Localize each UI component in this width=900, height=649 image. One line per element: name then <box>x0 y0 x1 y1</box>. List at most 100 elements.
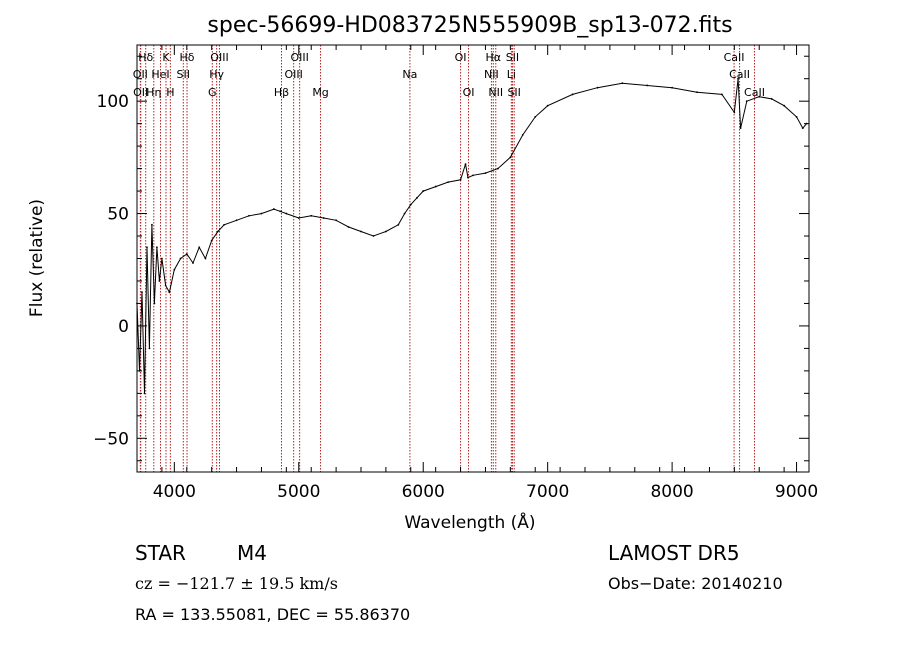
x-tick-label: 7000 <box>526 482 569 502</box>
x-tick-label: 8000 <box>650 482 693 502</box>
data-point <box>801 127 804 130</box>
data-point <box>146 246 148 249</box>
plot-frame <box>136 44 810 473</box>
data-point <box>216 230 219 233</box>
data-point <box>521 133 524 136</box>
data-point <box>248 214 250 217</box>
data-point <box>534 116 537 118</box>
chart-title: spec-56699-HD083725N555909B_sp13-072.fit… <box>207 13 732 38</box>
data-point <box>285 212 288 215</box>
x-tick-label: 9000 <box>775 482 818 502</box>
annotation-label: OIII <box>210 51 228 64</box>
annotation-label: SII <box>507 86 520 99</box>
redshift-text: cz = −121.7 ± 19.5 km/s <box>135 574 338 593</box>
data-point <box>739 127 742 130</box>
annotation-label: Hα <box>486 51 502 64</box>
data-point <box>235 219 238 222</box>
annotation-label: OII <box>133 86 148 99</box>
x-tick-label: 4000 <box>153 482 196 502</box>
y-axis-label: Flux (relative) <box>27 199 47 317</box>
annotation-label: Hγ <box>209 68 224 81</box>
data-point <box>160 257 163 260</box>
annotation-label: H <box>166 86 174 99</box>
object-type: STAR <box>135 541 186 565</box>
data-point <box>509 156 512 159</box>
data-point <box>384 230 387 233</box>
data-point <box>148 347 151 350</box>
data-point <box>733 111 736 114</box>
annotation-label: OIII <box>284 68 302 81</box>
data-point <box>204 257 207 260</box>
series-line <box>136 78 807 394</box>
series-layer <box>136 77 808 395</box>
data-point <box>770 98 773 100</box>
data-point <box>143 392 146 395</box>
data-point <box>571 93 574 96</box>
data-point <box>260 212 263 215</box>
annotation-label: Hβ <box>274 86 289 99</box>
data-point <box>758 95 761 98</box>
data-point <box>168 291 171 294</box>
data-point <box>173 268 176 271</box>
x-tick-label: 6000 <box>402 482 445 502</box>
data-point <box>484 172 487 175</box>
data-point <box>696 91 698 94</box>
data-point <box>795 116 798 118</box>
data-point <box>720 93 723 96</box>
data-point <box>447 181 450 183</box>
data-point <box>409 203 412 206</box>
annotation-label: CaII <box>729 68 750 81</box>
data-point <box>646 84 649 87</box>
annotation-label: SII <box>506 51 519 64</box>
data-point <box>185 253 188 255</box>
data-point <box>153 302 156 305</box>
annotation-label: OII <box>133 68 148 81</box>
survey-name: LAMOST DR5 <box>608 541 740 565</box>
data-point <box>546 104 549 107</box>
object-subclass: M4 <box>237 541 267 565</box>
data-point <box>335 219 338 222</box>
data-point <box>472 174 474 177</box>
annotation-label: OI <box>463 86 475 99</box>
data-point <box>464 163 467 166</box>
data-point <box>671 86 674 89</box>
data-point <box>310 214 313 217</box>
data-point <box>737 77 739 80</box>
data-point <box>416 196 418 199</box>
emission-line-labels: Hδ K Hδ OIII OIII OI Hα SII CaII OII HeI SII Hγ OIII N… <box>133 51 765 99</box>
data-point <box>397 223 400 226</box>
y-tick-label: 100 <box>97 92 129 112</box>
data-point <box>621 82 624 85</box>
y-tick-label: −50 <box>93 429 129 449</box>
annotation-label: CaII <box>724 51 745 64</box>
data-point <box>496 167 499 170</box>
data-point <box>164 284 167 287</box>
y-tick-label: 0 <box>118 317 129 337</box>
y-tick-label: 50 <box>107 205 129 225</box>
annotation-label: SII <box>177 68 190 81</box>
data-point <box>745 100 748 103</box>
annotation-label: Mg <box>312 86 328 99</box>
data-point <box>279 210 282 213</box>
data-point <box>347 226 350 228</box>
annotation-label: HeI <box>151 68 169 81</box>
annotation-label: CaII <box>744 86 765 99</box>
data-point <box>156 246 158 249</box>
data-point <box>210 239 213 242</box>
annotation-label: NII <box>484 68 499 81</box>
annotation-label: Hδ <box>138 51 153 64</box>
y-axis: −50 0 50 100 <box>93 55 809 462</box>
emission-line-markers <box>139 45 755 472</box>
annotation-label: K <box>162 51 170 64</box>
data-point <box>179 257 182 260</box>
data-point <box>459 178 462 181</box>
data-point <box>372 235 375 237</box>
annotation-label: NII <box>488 86 503 99</box>
annotation-label: OIII <box>290 51 308 64</box>
data-point <box>403 212 406 215</box>
data-point <box>783 104 786 107</box>
data-point <box>151 223 153 226</box>
annotation-label: Hη <box>146 86 161 99</box>
x-axis-label: Wavelength (Å) <box>404 511 535 533</box>
